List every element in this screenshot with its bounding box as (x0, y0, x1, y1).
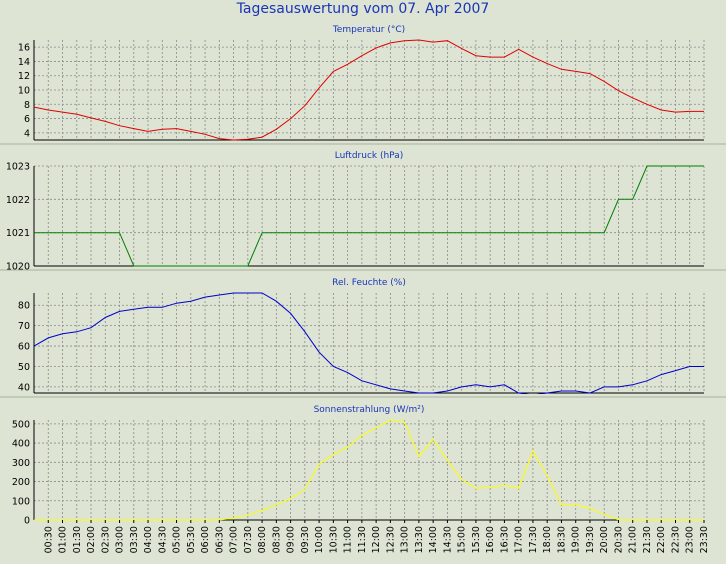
x-tick-label: 04:30 (157, 526, 168, 553)
x-tick-label: 02:30 (100, 526, 111, 553)
y-tick-label: 1021 (6, 228, 30, 239)
y-tick-label: 400 (12, 439, 30, 450)
x-tick-label: 10:00 (314, 526, 325, 553)
x-tick-label: 19:00 (571, 526, 582, 553)
series-line (34, 39, 704, 141)
series-line (34, 292, 704, 394)
page-title: Tagesauswertung vom 07. Apr 2007 (236, 1, 490, 17)
y-tick-label: 50 (18, 362, 30, 373)
x-tick-label: 05:30 (186, 526, 197, 553)
x-tick-label: 00:30 (43, 526, 54, 553)
x-tick-label: 14:00 (428, 526, 439, 553)
x-tick-label: 12:00 (371, 526, 382, 553)
x-tick-label: 08:00 (257, 526, 268, 553)
x-tick-label: 23:30 (699, 526, 710, 553)
y-tick-label: 10 (18, 86, 30, 97)
y-tick-label: 100 (12, 496, 30, 507)
y-tick-label: 200 (12, 477, 30, 488)
x-tick-label: 06:00 (200, 526, 211, 553)
y-tick-label: 6 (24, 114, 30, 125)
x-tick-label: 23:00 (685, 526, 696, 553)
x-tick-label: 13:00 (400, 526, 411, 553)
x-tick-label: 11:30 (357, 526, 368, 553)
series-line (34, 165, 704, 267)
x-tick-label: 20:30 (613, 526, 624, 553)
chart-panel-2: Luftdruck (hPa) 1020 1021 1022 1023 (6, 151, 705, 273)
series-line (34, 419, 704, 521)
x-tick-label: 19:30 (585, 526, 596, 553)
x-tick-label: 05:00 (172, 526, 183, 553)
x-tick-label: 18:00 (542, 526, 553, 553)
chart-panel-1: Temperatur (°C) 4 6 8 10 12 14 16 (18, 25, 705, 141)
x-tick-label: 16:30 (499, 526, 510, 553)
x-tick-label: 17:00 (514, 526, 525, 553)
y-tick-label: 40 (18, 382, 30, 393)
chart-title: Rel. Feuchte (%) (332, 278, 406, 288)
x-tick-label: 06:30 (214, 526, 225, 553)
chart-panel-3: Rel. Feuchte (%) 40 50 60 70 80 (18, 278, 705, 394)
x-tick-label: 07:00 (229, 526, 240, 553)
y-tick-label: 8 (24, 100, 30, 111)
x-tick-label: 02:00 (86, 526, 97, 553)
chart-title: Temperatur (°C) (332, 25, 405, 35)
y-tick-label: 12 (18, 71, 30, 82)
y-tick-label: 70 (18, 321, 30, 332)
x-tick-label: 20:00 (599, 526, 610, 553)
x-tick-label: 03:00 (115, 526, 126, 553)
chart-panel-4: Sonnenstrahlung (W/m²) 0 100 200 300 400 500 (12, 405, 705, 527)
y-tick-label: 0 (24, 516, 30, 527)
y-tick-label: 14 (18, 57, 30, 68)
x-tick-label: 17:30 (528, 526, 539, 553)
x-tick-label: 01:30 (72, 526, 83, 553)
chart-title: Luftdruck (hPa) (335, 151, 404, 161)
y-tick-label: 4 (24, 128, 30, 139)
x-tick-label: 22:00 (656, 526, 667, 553)
x-tick-label: 15:30 (471, 526, 482, 553)
y-tick-label: 60 (18, 342, 30, 353)
chart-title: Sonnenstrahlung (W/m²) (314, 405, 425, 415)
x-tick-label: 10:30 (328, 526, 339, 553)
x-tick-label: 21:00 (628, 526, 639, 553)
x-tick-label: 12:30 (385, 526, 396, 553)
x-tick-label: 07:30 (243, 526, 254, 553)
x-tick-label: 11:00 (343, 526, 354, 553)
y-tick-label: 16 (18, 43, 30, 54)
x-tick-label: 15:00 (457, 526, 468, 553)
y-tick-label: 500 (12, 419, 30, 430)
x-tick-label: 04:00 (143, 526, 154, 553)
y-tick-label: 1020 (6, 262, 30, 273)
x-tick-label: 13:30 (414, 526, 425, 553)
y-tick-label: 300 (12, 458, 30, 469)
x-tick-label: 16:00 (485, 526, 496, 553)
x-tick-label: 22:30 (670, 526, 681, 553)
x-tick-label: 18:30 (556, 526, 567, 553)
x-tick-label: 14:30 (442, 526, 453, 553)
y-tick-label: 1022 (6, 195, 30, 206)
x-tick-label: 09:00 (286, 526, 297, 553)
x-tick-label: 08:30 (271, 526, 282, 553)
y-tick-label: 1023 (6, 162, 30, 173)
y-tick-label: 80 (18, 301, 30, 312)
x-tick-label: 09:30 (300, 526, 311, 553)
x-tick-label: 21:30 (642, 526, 653, 553)
x-tick-label: 03:30 (129, 526, 140, 553)
x-tick-label: 01:00 (58, 526, 69, 553)
